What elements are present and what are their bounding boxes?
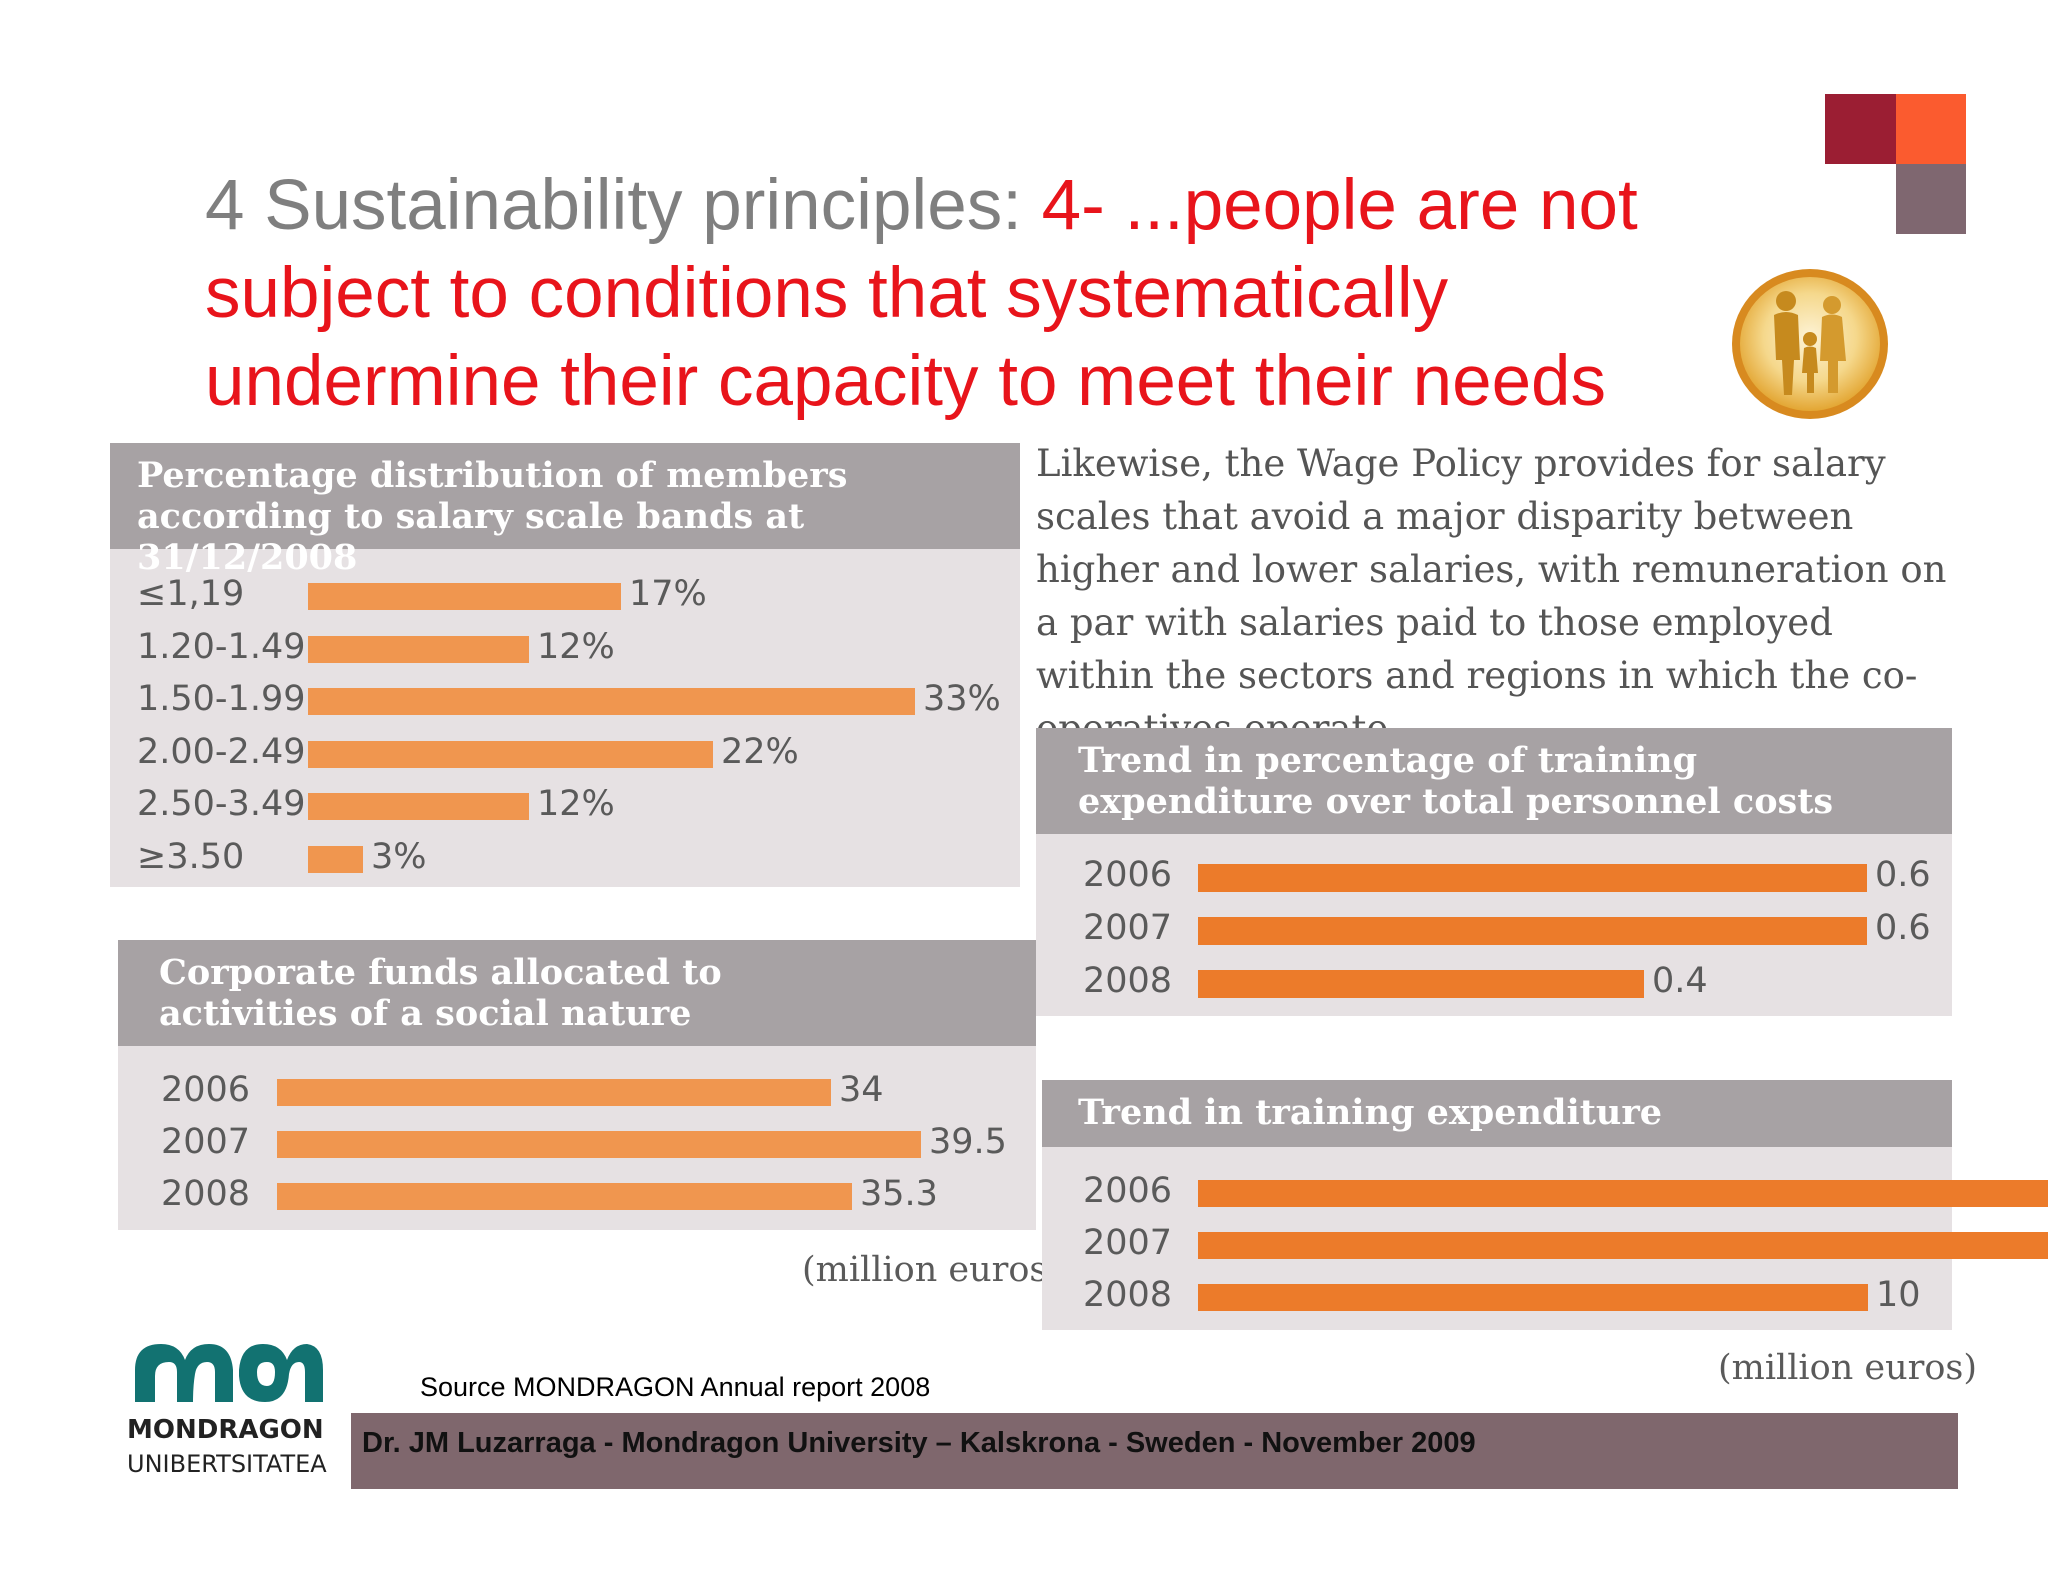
row-label: 2.00-2.49 [137,731,306,772]
bar [1198,1180,2048,1207]
source-note: Source MONDRAGON Annual report 2008 [420,1372,931,1402]
bar-value-label: 0.4 [1652,961,1708,1001]
bar [1198,970,1644,998]
row-label: 2007 [1083,908,1173,948]
bar [277,1079,831,1106]
salary-chart-panel: Percentage distribution of members accor… [110,443,1020,887]
row-label: ≥3.50 [137,836,245,877]
row-label: 2008 [1083,1275,1173,1315]
family-icon [1728,265,1892,423]
bar-value-label: 0.6 [1875,855,1931,895]
bar-value-label: 39.5 [929,1122,1007,1162]
bar [1198,1232,2048,1259]
salary-chart-header: Percentage distribution of members accor… [110,443,1020,578]
row-label: 1.50-1.99 [137,679,306,719]
title-red-part: 4- ...people are not subject to conditio… [205,166,1638,421]
training-pct-chart-title-line2: expenditure over total personnel costs [1078,781,1834,822]
bar-value-label: 17% [629,574,707,614]
training-pct-chart-header: Trend in percentage of training expendit… [1036,728,1952,834]
bar [308,688,915,715]
title-gray-part: 4 Sustainability principles: [205,166,1042,245]
logo-line2: UNIBERTSITATEA [127,1450,327,1478]
row-label: 2006 [1083,855,1173,895]
square-mauve [1896,164,1966,234]
logo-line1: MONDRAGON [127,1415,324,1445]
bar-value-label: 22% [721,731,799,772]
training-exp-chart-title-line1: Trend in training expenditure [1078,1092,1663,1133]
bar [308,845,363,873]
row-label: 1.20-1.49 [137,626,306,667]
corporate-chart-header: Corporate funds allocated to activities … [118,940,1036,1046]
bar [1198,917,1867,945]
row-label: 2006 [1083,1171,1173,1211]
bar [277,1131,921,1158]
training-exp-chart-unit: (million euros) [1718,1348,1978,1388]
corporate-chart-title-line1: Corporate funds allocated to [159,952,722,993]
bar-value-label: 0.6 [1875,908,1931,948]
corporate-chart-title-line2: activities of a social nature [159,993,692,1034]
training-pct-chart-title-line1: Trend in percentage of training [1078,740,1698,781]
bar-value-label: 10 [1876,1275,1921,1315]
row-label: 2006 [161,1070,251,1110]
square-orange [1896,94,1966,164]
bar [1198,864,1867,892]
bar-value-label: 33% [923,679,1001,719]
bar [277,1183,852,1210]
row-label: 2008 [161,1174,251,1214]
square-dark-red [1825,94,1896,164]
footer-bar [93,1413,1958,1489]
bar [308,583,621,610]
training-exp-chart-header: Trend in training expenditure [1042,1080,1952,1147]
bar [1198,1284,1868,1311]
row-label: 2008 [1083,961,1173,1001]
bar-value-label: 35.3 [860,1174,938,1214]
corporate-chart-unit: (million euros) [802,1250,1062,1290]
bar-value-label: 3% [371,836,427,877]
bar-value-label: 34 [839,1070,884,1110]
bar-value-label: 12% [537,626,615,667]
logo-area: MONDRAGON UNIBERTSITATEA [93,1318,351,1490]
salary-chart-title-line1: Percentage distribution of members [137,455,848,496]
salary-chart-title-line2: according to salary scale bands at 31/12… [137,496,805,578]
row-label: 2007 [161,1122,251,1162]
row-label: 2.50-3.49 [137,784,306,824]
bar [308,635,529,663]
page-title: 4 Sustainability principles: 4- ...peopl… [205,162,1725,426]
bar [308,793,529,820]
mondragon-logo-icon [135,1344,323,1402]
row-label: 2007 [1083,1223,1173,1263]
footer-text: Dr. JM Luzarraga - Mondragon University … [362,1427,1476,1459]
bar-value-label: 12% [537,784,615,824]
wage-policy-paragraph: Likewise, the Wage Policy provides for s… [1036,442,1947,750]
bar [308,740,713,768]
row-label: ≤1,19 [137,574,245,614]
